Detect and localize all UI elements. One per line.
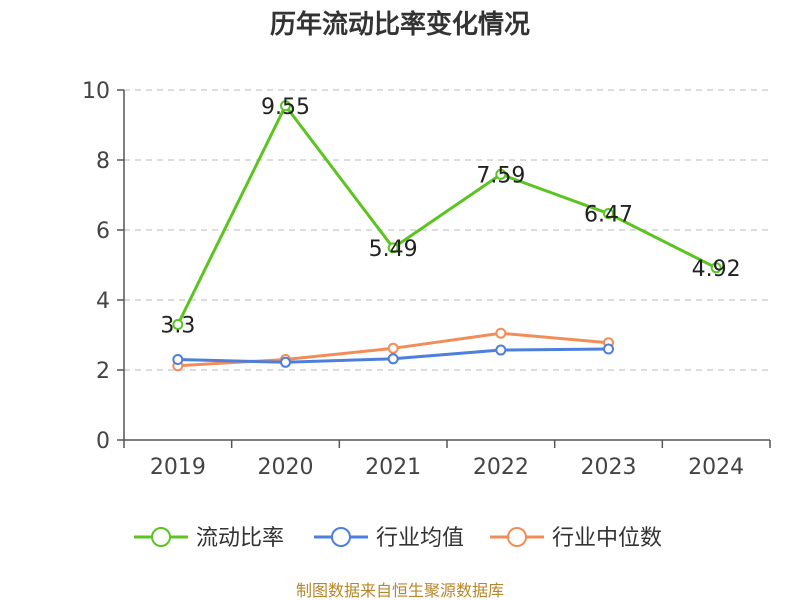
x-tick-label: 2021 bbox=[365, 455, 421, 480]
x-tick-label: 2019 bbox=[150, 455, 206, 480]
y-tick-label: 10 bbox=[82, 79, 110, 104]
y-tick-label: 4 bbox=[96, 289, 110, 314]
data-point bbox=[495, 168, 507, 180]
y-tick-label: 2 bbox=[96, 359, 110, 384]
data-label: 6.47 bbox=[584, 203, 633, 228]
chart-title: 历年流动比率变化情况 bbox=[270, 9, 530, 40]
y-tick-label: 8 bbox=[96, 149, 110, 174]
x-tick-label: 2020 bbox=[258, 455, 314, 480]
data-label: 5.49 bbox=[369, 237, 418, 262]
data-label: 9.55 bbox=[261, 95, 310, 120]
legend-marker bbox=[331, 527, 351, 547]
x-tick-label: 2022 bbox=[473, 455, 529, 480]
data-point bbox=[495, 344, 507, 356]
data-point bbox=[603, 343, 614, 355]
series-line bbox=[176, 104, 717, 326]
data-point bbox=[387, 353, 399, 365]
x-tick-label: 2023 bbox=[581, 455, 637, 480]
data-point bbox=[387, 242, 399, 254]
source-note: 制图数据来自恒生聚源数据库 bbox=[296, 581, 504, 600]
data-point bbox=[280, 100, 291, 112]
y-tick-label: 0 bbox=[96, 429, 110, 454]
legend-marker bbox=[151, 527, 171, 547]
data-label: 4.92 bbox=[692, 257, 741, 282]
data-point bbox=[603, 208, 614, 220]
series-group bbox=[172, 100, 722, 372]
data-point bbox=[280, 356, 291, 368]
data-label: 3.3 bbox=[160, 314, 195, 339]
legend-label: 行业中位数 bbox=[552, 526, 662, 551]
legend-label: 流动比率 bbox=[196, 526, 284, 551]
data-point bbox=[172, 354, 184, 365]
data-point bbox=[172, 319, 184, 330]
data-point bbox=[387, 342, 399, 354]
legend-label: 行业均值 bbox=[376, 526, 464, 551]
data-label: 7.59 bbox=[476, 163, 525, 188]
data-point bbox=[495, 327, 507, 339]
x-tick-label: 2024 bbox=[688, 455, 744, 480]
y-tick-label: 6 bbox=[96, 219, 110, 244]
grid-lines bbox=[124, 89, 770, 371]
data-point bbox=[710, 262, 722, 274]
data-labels: 3.3 9.55 5.49 7.59 6.47 4.92 bbox=[160, 95, 740, 339]
legend: 流动比率 行业均值 行业中位数 bbox=[134, 526, 662, 551]
axes: 0 2 4 6 8 10 2019 2020 2021 2022 2023 2024 bbox=[82, 79, 771, 480]
legend-marker bbox=[507, 527, 527, 547]
